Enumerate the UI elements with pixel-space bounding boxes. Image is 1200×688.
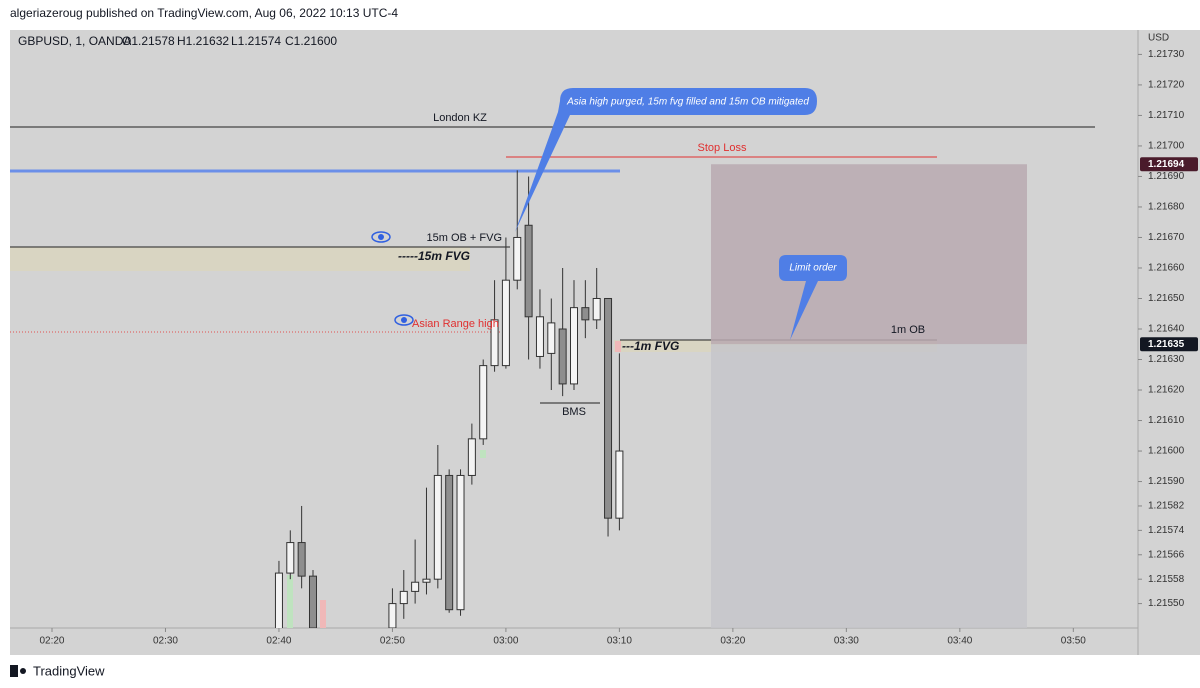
price-marker bbox=[1140, 157, 1198, 172]
fvg-15m-zone bbox=[10, 247, 470, 271]
candle-body bbox=[456, 474, 465, 611]
x-tick-label: 02:50 bbox=[380, 636, 405, 647]
x-tick-label: 03:20 bbox=[720, 636, 745, 647]
limit-bubble bbox=[779, 255, 847, 340]
candle-body bbox=[411, 581, 420, 592]
axis-unit: USD bbox=[1148, 33, 1169, 44]
candle-body bbox=[422, 578, 431, 583]
candle-body bbox=[535, 316, 544, 357]
highlight bbox=[480, 450, 486, 458]
annotation: London KZ bbox=[433, 112, 487, 124]
candle-body bbox=[592, 297, 601, 321]
highlight bbox=[287, 575, 293, 628]
candle-body bbox=[490, 319, 499, 367]
risk-box bbox=[711, 164, 1027, 345]
candle-body bbox=[581, 307, 590, 321]
x-tick-label: 03:40 bbox=[947, 636, 972, 647]
callout-bubble bbox=[515, 88, 817, 232]
candle-body bbox=[479, 365, 488, 440]
y-tick-label: 1.21690 bbox=[1148, 171, 1185, 182]
x-tick-label: 02:40 bbox=[266, 636, 291, 647]
candle-body bbox=[467, 438, 476, 476]
y-tick-label: 1.21650 bbox=[1148, 293, 1185, 304]
annotation: ---1m FVG bbox=[622, 339, 679, 353]
y-tick-label: 1.21610 bbox=[1148, 415, 1185, 426]
eye-icon bbox=[371, 231, 414, 326]
candle-body bbox=[297, 542, 306, 577]
highlight bbox=[615, 341, 621, 352]
ohlc-low: L1.21574 bbox=[231, 34, 281, 48]
candle-body bbox=[274, 572, 283, 628]
candle-body bbox=[399, 590, 408, 605]
footer: TradingView bbox=[33, 663, 105, 678]
y-tick-label: 1.21680 bbox=[1148, 202, 1185, 213]
publisher: algeriazeroug published on TradingView.c… bbox=[10, 6, 398, 20]
candle-body bbox=[524, 224, 533, 318]
y-tick-label: 1.21550 bbox=[1148, 598, 1185, 609]
annotation: Asian Range high bbox=[412, 318, 499, 330]
candle-body bbox=[501, 279, 510, 367]
logo bbox=[10, 665, 26, 677]
y-tick-label: 1.21558 bbox=[1148, 574, 1185, 585]
annotation: BMS bbox=[562, 406, 586, 418]
y-tick-label: 1.21574 bbox=[1148, 525, 1185, 536]
y-tick-label: 1.21710 bbox=[1148, 110, 1185, 121]
price-marker bbox=[1140, 337, 1198, 352]
y-tick-label: 1.21720 bbox=[1148, 80, 1185, 91]
y-tick-label: 1.21670 bbox=[1148, 232, 1185, 243]
candle-body bbox=[433, 474, 442, 580]
price-marker-label: 1.21635 bbox=[1148, 339, 1185, 350]
candle-body bbox=[615, 450, 624, 519]
y-tick-label: 1.21582 bbox=[1148, 501, 1185, 512]
limit-text: Limit order bbox=[789, 263, 837, 274]
y-tick-label: 1.21700 bbox=[1148, 141, 1185, 152]
reward-box bbox=[711, 344, 1027, 628]
x-tick-label: 03:30 bbox=[834, 636, 859, 647]
price-marker-label: 1.21694 bbox=[1148, 159, 1185, 170]
ohlc-open: O1.21578 bbox=[122, 34, 175, 48]
candle-body bbox=[570, 307, 578, 385]
candle-body bbox=[547, 322, 556, 354]
x-tick-label: 03:00 bbox=[493, 636, 518, 647]
y-tick-label: 1.21620 bbox=[1148, 385, 1185, 396]
candle-body bbox=[308, 575, 317, 628]
annotation: Stop Loss bbox=[698, 142, 747, 154]
candle-body bbox=[286, 542, 295, 574]
plot-area bbox=[10, 126, 1095, 628]
y-tick-label: 1.21590 bbox=[1148, 476, 1185, 487]
ohlc-close: C1.21600 bbox=[285, 34, 337, 48]
candle-body bbox=[445, 474, 454, 611]
callout-text: Asia high purged, 15m fvg filled and 15m… bbox=[566, 97, 809, 108]
candle-body bbox=[513, 236, 522, 281]
y-tick-label: 1.21600 bbox=[1148, 446, 1185, 457]
candle-body bbox=[558, 328, 567, 385]
y-tick-label: 1.21730 bbox=[1148, 49, 1185, 60]
x-tick-label: 02:20 bbox=[39, 636, 64, 647]
candle-body bbox=[388, 603, 397, 628]
symbol: GBPUSD, 1, OANDA bbox=[18, 34, 131, 48]
x-tick-label: 03:10 bbox=[607, 636, 632, 647]
y-tick-label: 1.21660 bbox=[1148, 263, 1185, 274]
y-tick-label: 1.21566 bbox=[1148, 549, 1185, 560]
highlight bbox=[320, 600, 326, 628]
y-tick-label: 1.21640 bbox=[1148, 324, 1185, 335]
y-tick-label: 1.21630 bbox=[1148, 354, 1185, 365]
candle-body bbox=[604, 297, 613, 519]
x-tick-label: 03:50 bbox=[1061, 636, 1086, 647]
annotation: 1m OB bbox=[891, 324, 925, 336]
annotation: 15m OB + FVG bbox=[427, 232, 503, 244]
ohlc-high: H1.21632 bbox=[177, 34, 229, 48]
annotation: -----15m FVG bbox=[398, 249, 470, 263]
x-tick-label: 02:30 bbox=[153, 636, 178, 647]
